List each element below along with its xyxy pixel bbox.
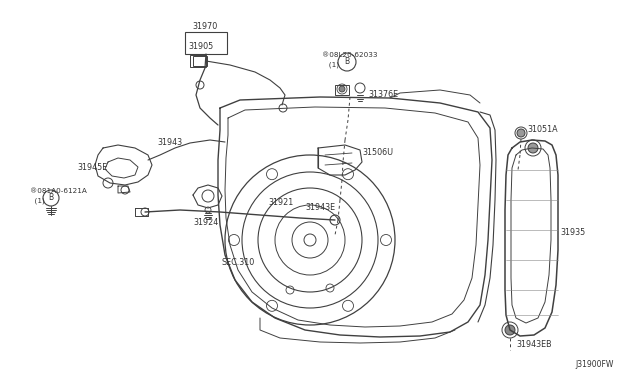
- Text: 31945E: 31945E: [77, 163, 108, 172]
- Bar: [190, 55, 206, 67]
- Text: (1): (1): [322, 61, 339, 67]
- Text: 31935: 31935: [560, 228, 585, 237]
- Text: SEC.310: SEC.310: [222, 258, 255, 267]
- Text: 31051A: 31051A: [527, 125, 557, 134]
- Text: 31905: 31905: [188, 42, 213, 51]
- Text: 31924: 31924: [193, 218, 218, 227]
- Circle shape: [505, 325, 515, 335]
- Text: 31506U: 31506U: [362, 148, 393, 157]
- Text: J31900FW: J31900FW: [575, 360, 613, 369]
- Text: ®08L20-62033: ®08L20-62033: [322, 52, 378, 58]
- Text: (1): (1): [30, 197, 45, 203]
- Bar: [185, 32, 227, 54]
- Text: 31943: 31943: [157, 138, 182, 147]
- Text: B: B: [344, 57, 349, 66]
- Text: B: B: [49, 193, 54, 202]
- Text: ®081A0-6121A: ®081A0-6121A: [30, 188, 87, 194]
- Text: 31376E: 31376E: [368, 90, 398, 99]
- Text: 31970: 31970: [192, 22, 217, 31]
- Bar: [193, 56, 207, 66]
- Circle shape: [528, 143, 538, 153]
- Bar: [335, 85, 349, 95]
- Text: 31943EB: 31943EB: [516, 340, 552, 349]
- Circle shape: [517, 129, 525, 137]
- Text: 31943E: 31943E: [305, 203, 335, 212]
- Text: 31921: 31921: [268, 198, 293, 207]
- Circle shape: [339, 86, 345, 92]
